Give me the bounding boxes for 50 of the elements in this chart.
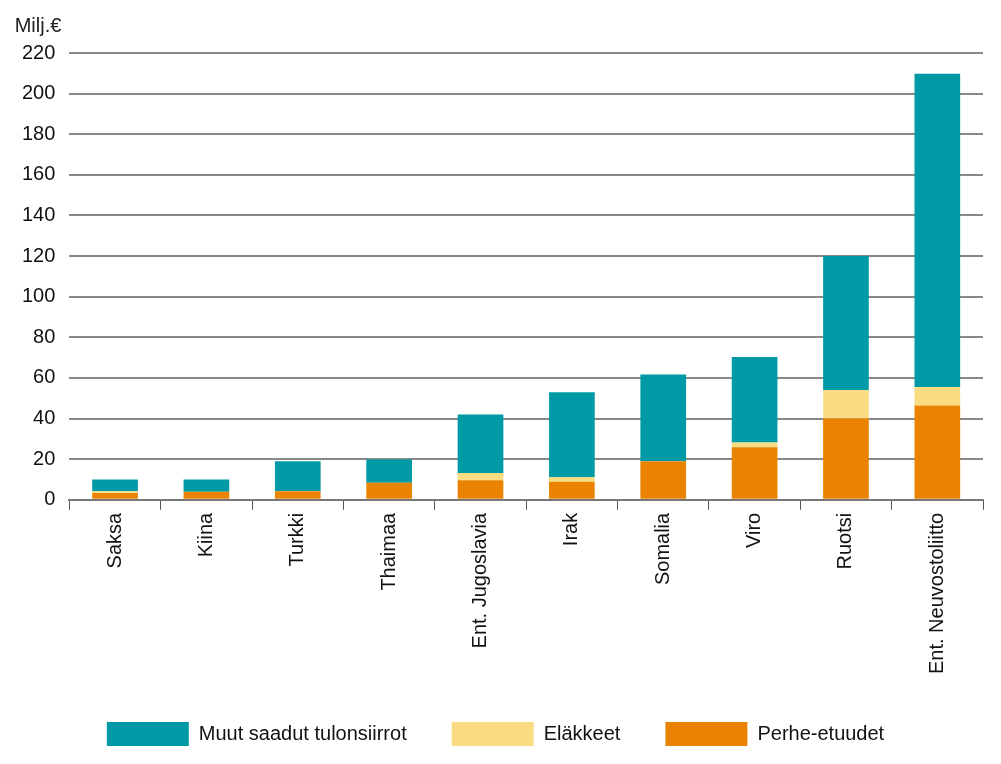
x-tick-label: Irak (559, 511, 582, 547)
bar (823, 389, 869, 419)
bar (914, 73, 961, 388)
y-tick-label: 60 (33, 365, 56, 388)
bar (274, 461, 321, 492)
y-axis-title: Milj.€ (14, 13, 62, 36)
x-tick-label: Ent. Neuvostoliitto (924, 512, 947, 675)
bar (92, 479, 138, 492)
legend-label: Muut saadut tulonsiirrot (198, 721, 408, 744)
y-tick-label: 180 (21, 121, 56, 144)
legend-label: Eläkkeet (543, 721, 621, 744)
x-tick-label: Somalia (650, 511, 673, 586)
bar (731, 447, 778, 499)
bar (549, 481, 595, 499)
bar (640, 461, 687, 499)
bar (823, 256, 869, 390)
bar (183, 479, 230, 492)
bar (92, 492, 138, 499)
x-tick-label: Kiina (193, 511, 216, 558)
bar (457, 480, 504, 499)
bar (640, 374, 687, 462)
x-tick-label: Thaimaa (376, 511, 399, 591)
bar (183, 491, 230, 499)
bar (366, 459, 412, 483)
x-tick-label: Turkki (285, 512, 308, 567)
bar (914, 387, 961, 406)
legend-label: Perhe-etuudet (757, 721, 885, 744)
x-tick-label: Ruotsi (833, 512, 856, 570)
y-tick-label: 100 (21, 284, 56, 307)
y-tick-label: 20 (33, 446, 56, 469)
y-tick-label: 160 (21, 162, 56, 185)
x-tick-label: Ent. Jugoslavia (468, 511, 491, 649)
x-tick-label: Viro (742, 512, 765, 549)
bar (549, 477, 595, 482)
bar (457, 473, 504, 481)
y-tick-label: 0 (44, 487, 56, 510)
y-tick-label: 220 (21, 40, 56, 63)
bar (549, 392, 595, 478)
bar (914, 405, 961, 499)
bar (274, 491, 321, 499)
y-tick-label: 80 (33, 324, 56, 347)
y-tick-label: 200 (21, 81, 56, 104)
bar (823, 418, 869, 499)
bar (366, 482, 412, 499)
y-tick-label: 120 (21, 243, 56, 266)
x-tick-label: Saksa (102, 511, 125, 569)
bar (457, 414, 504, 473)
y-tick-label: 140 (21, 202, 56, 225)
y-tick-label: 40 (33, 406, 56, 429)
bar (731, 357, 778, 443)
